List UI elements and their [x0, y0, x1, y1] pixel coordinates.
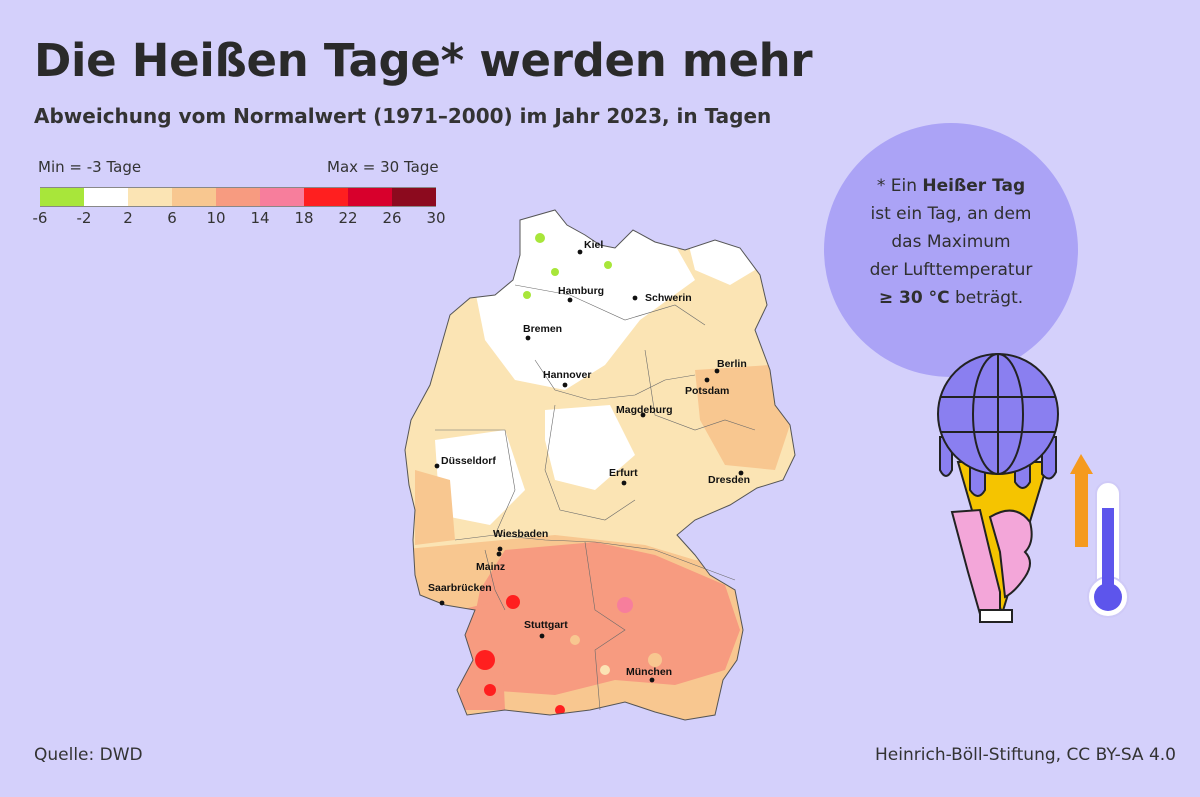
ice-cream-globe-icon	[930, 352, 1150, 632]
city-label: Hannover	[543, 369, 591, 381]
germany-heat-map: Kiel Hamburg Schwerin Bremen Berlin Potsdam Ha…	[395, 190, 815, 745]
definition-line2: ist ein Tag, an dem	[870, 204, 1032, 224]
city-dot	[497, 546, 503, 552]
legend-tick: 18	[294, 209, 314, 227]
city-label: Potsdam	[685, 385, 729, 397]
city-label: Erfurt	[609, 467, 638, 479]
legend-swatch	[392, 188, 436, 206]
city-label: Magdeburg	[616, 404, 673, 416]
map-color-fields	[405, 210, 795, 720]
state-borders	[435, 284, 756, 711]
credit-note: Heinrich-Böll-Stiftung, CC BY-SA 4.0	[875, 745, 1176, 765]
legend-tick: -6	[32, 209, 48, 227]
thermometer-icon	[1087, 481, 1129, 618]
definition-text: * Ein Heißer Tag ist ein Tag, an dem das…	[851, 172, 1051, 312]
city-label: Wiesbaden	[493, 528, 548, 540]
germany-map-svg: Kiel Hamburg Schwerin Bremen Berlin Potsdam Ha…	[404, 209, 796, 721]
page-title: Die Heißen Tage* werden mehr	[34, 34, 813, 87]
legend-swatch	[260, 188, 304, 206]
definition-threshold: ≥ 30 °C	[878, 288, 950, 308]
city-label: Düsseldorf	[441, 455, 496, 467]
page-subtitle: Abweichung vom Normalwert (1971–2000) im…	[34, 104, 772, 128]
city-dot	[704, 377, 710, 383]
city-dot	[562, 382, 568, 388]
city-dot	[649, 677, 655, 683]
city-markers: Kiel Hamburg Schwerin Bremen Berlin Potsdam Ha…	[428, 239, 750, 683]
heat-day-definition: * Ein Heißer Tag ist ein Tag, an dem das…	[824, 123, 1078, 377]
legend-min-label: Min = -3 Tage	[38, 158, 142, 176]
legend-swatch	[216, 188, 260, 206]
legend-swatch	[348, 188, 392, 206]
legend-tick: 22	[338, 209, 358, 227]
legend-tick: 26	[382, 209, 402, 227]
legend-max-label: Max = 30 Tage	[327, 158, 439, 176]
city-dot	[539, 633, 545, 639]
legend-tick-labels: -6 -2 2 6 10 14 18 22 26 30	[33, 209, 446, 229]
legend-swatch	[304, 188, 348, 206]
city-dot	[738, 470, 744, 476]
city-dot	[632, 295, 638, 301]
city-label: Schwerin	[645, 292, 692, 304]
color-scale-legend	[40, 187, 436, 207]
city-dot	[496, 551, 502, 557]
city-label: Bremen	[523, 323, 562, 335]
city-label: Mainz	[476, 561, 505, 573]
city-label: Stuttgart	[524, 619, 568, 631]
city-label: Berlin	[717, 358, 747, 370]
city-dot	[439, 600, 445, 606]
definition-line3: das Maximum	[891, 232, 1011, 252]
city-dot	[434, 463, 440, 469]
legend-tick: -2	[76, 209, 92, 227]
city-dot	[567, 297, 573, 303]
legend-tick: 6	[167, 209, 177, 227]
source-note: Quelle: DWD	[34, 745, 143, 765]
city-label: Kiel	[584, 239, 603, 251]
city-dot	[640, 412, 646, 418]
city-dot	[621, 480, 627, 486]
legend-tick: 2	[123, 209, 133, 227]
legend-tick: 14	[250, 209, 270, 227]
legend-swatch	[172, 188, 216, 206]
definition-prefix: * Ein	[876, 176, 923, 196]
definition-suffix: beträgt.	[949, 288, 1024, 308]
legend-swatch	[40, 188, 84, 206]
legend-tick: 10	[206, 209, 226, 227]
city-label: Hamburg	[558, 285, 604, 297]
city-dot	[525, 335, 531, 341]
definition-line4: der Lufttemperatur	[869, 260, 1033, 280]
legend-swatch	[128, 188, 172, 206]
up-arrow-icon	[1070, 454, 1093, 547]
city-label: Saarbrücken	[428, 582, 492, 594]
legend-swatch	[84, 188, 128, 206]
city-dot	[714, 368, 720, 374]
city-dot	[577, 249, 583, 255]
definition-term: Heißer Tag	[922, 176, 1026, 196]
city-label: Dresden	[708, 474, 750, 486]
city-label: München	[626, 666, 672, 678]
legend-tick: 30	[426, 209, 446, 227]
